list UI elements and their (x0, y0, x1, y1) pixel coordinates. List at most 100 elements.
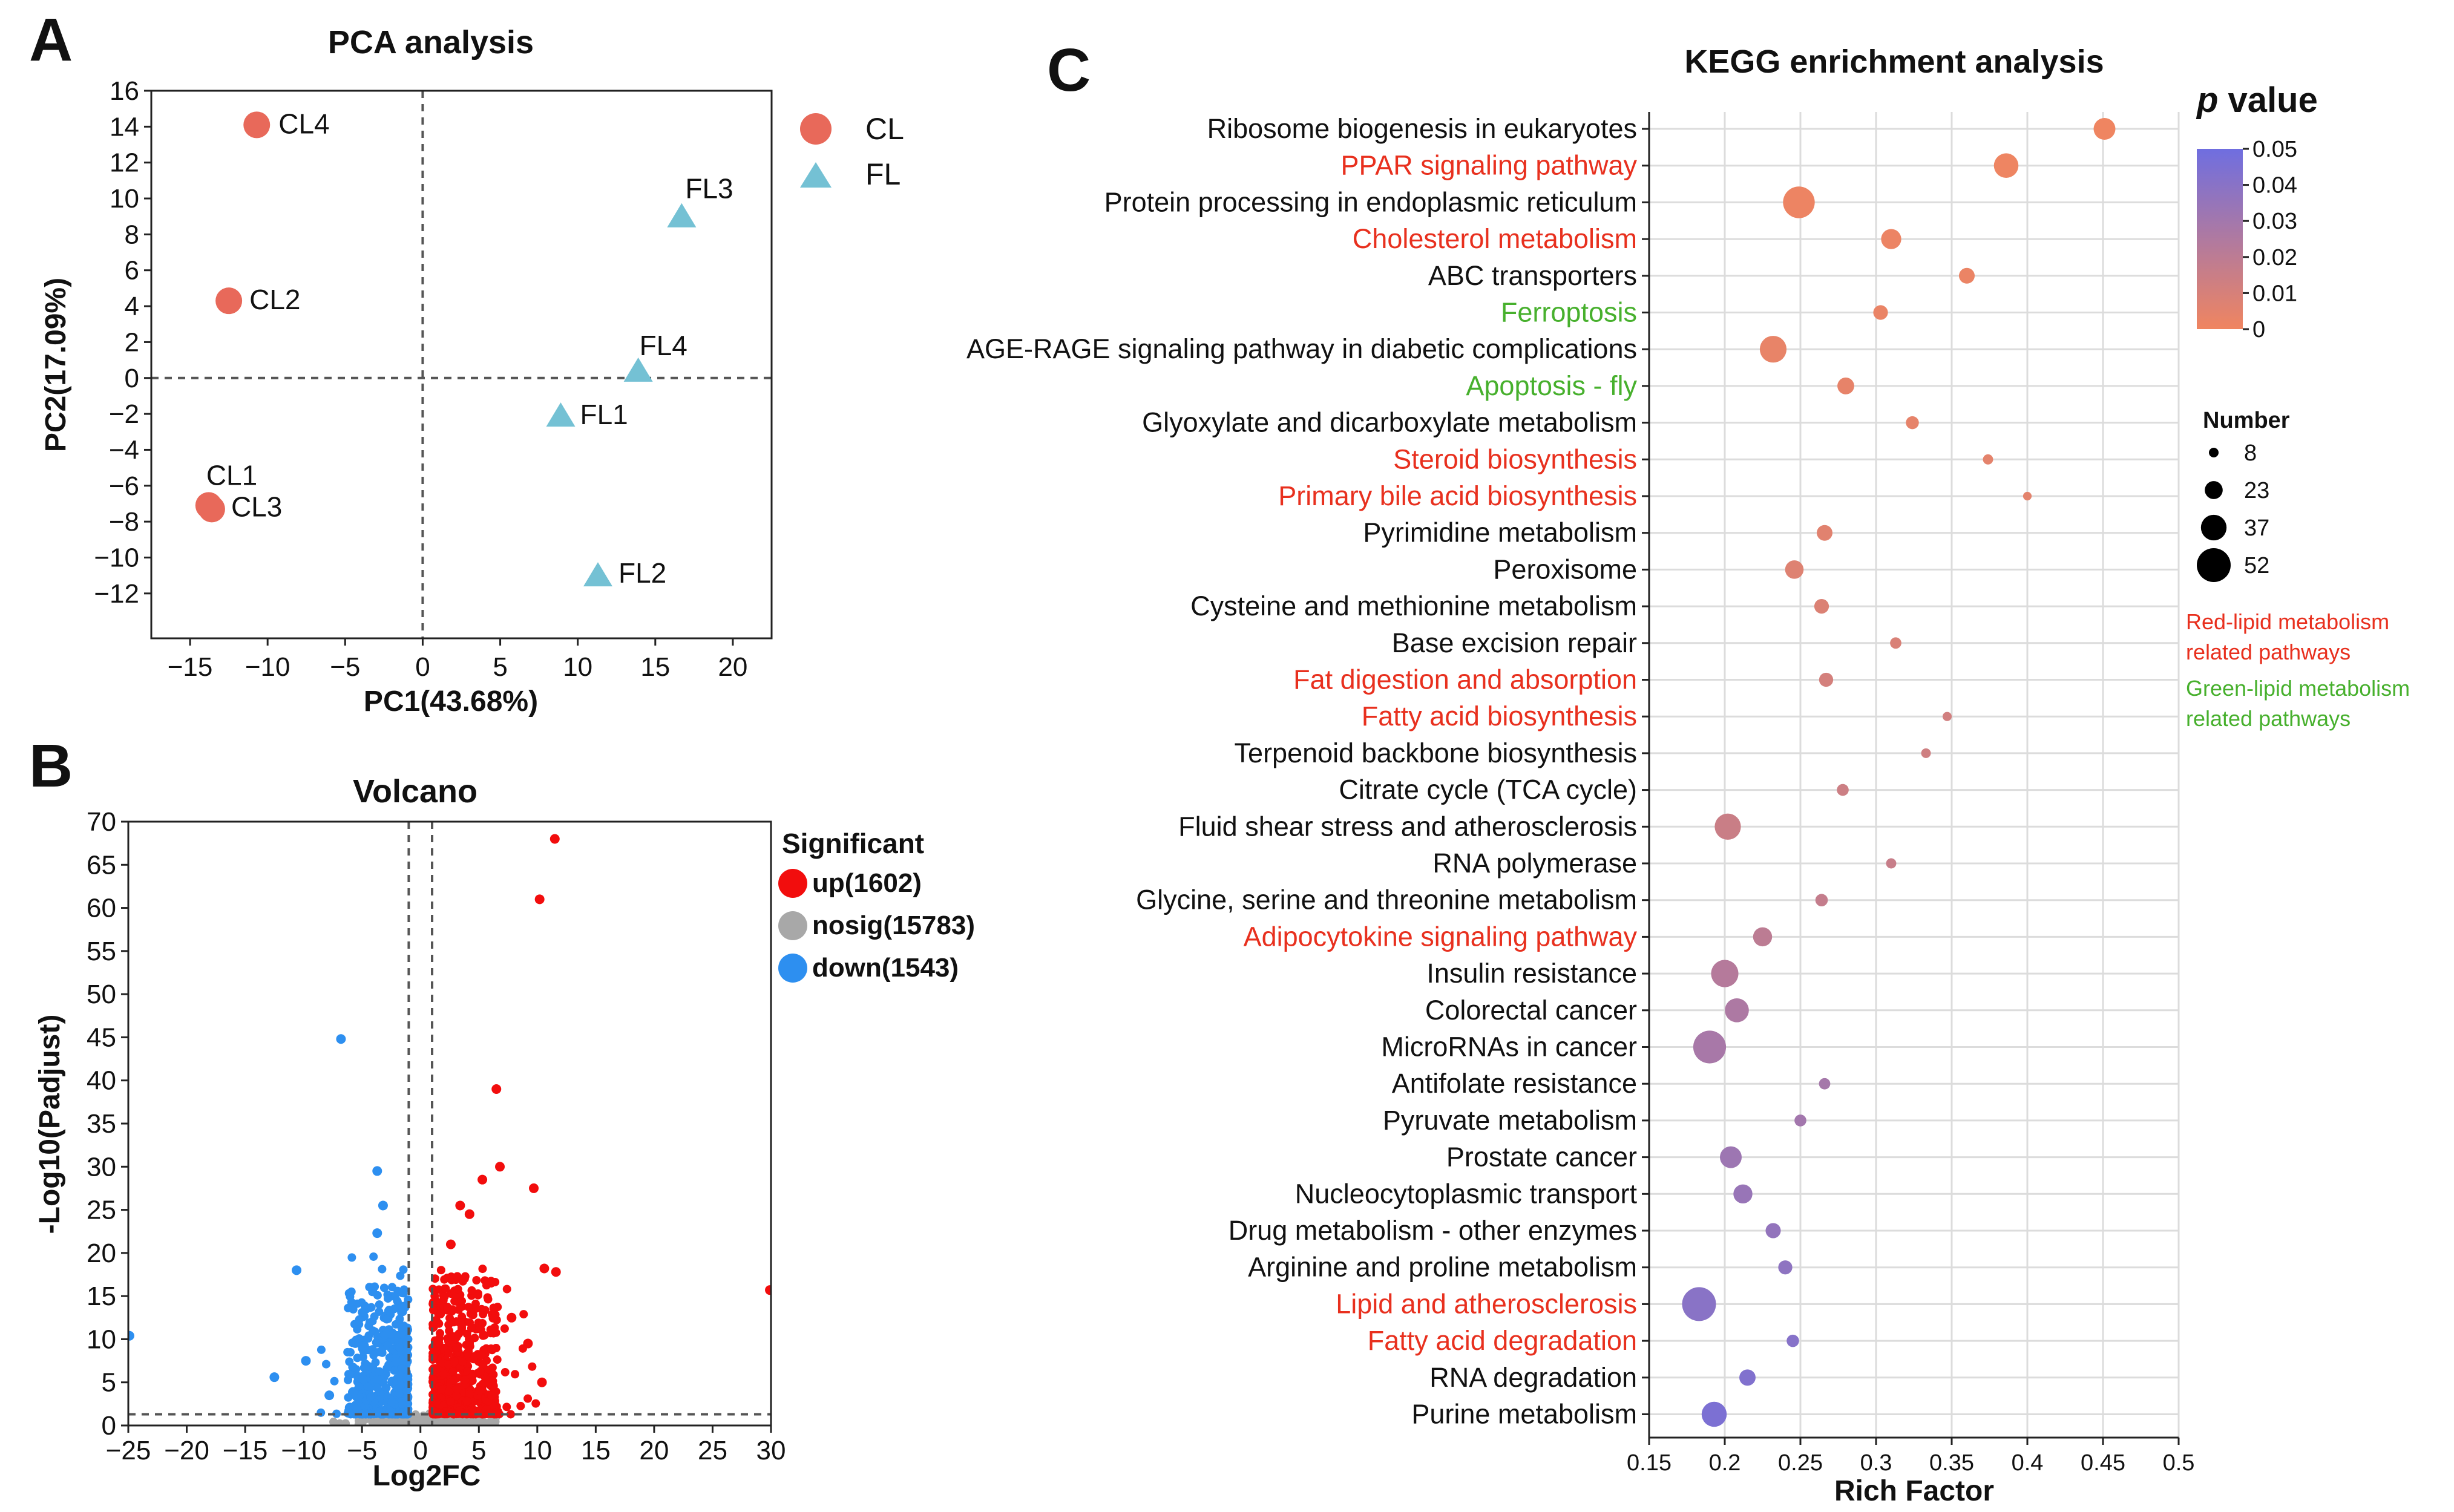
kegg-pathway-label: Prostate cancer (1446, 1142, 1637, 1173)
pvalue-tick-label: 0.05 (2252, 137, 2297, 162)
volcano-point-down (347, 1253, 356, 1262)
kegg-pathway-label: Cholesterol metabolism (1353, 223, 1637, 254)
volcano-point-up (478, 1265, 487, 1274)
volcano-point-down (324, 1390, 335, 1401)
kegg-pathway-label: Fluid shear stress and atherosclerosis (1178, 811, 1637, 842)
kegg-x-tick-label: 0.25 (1778, 1450, 1823, 1476)
pca-y-tick-label: −4 (109, 435, 139, 465)
kegg-pathway-label: Purine metabolism (1411, 1399, 1637, 1430)
volcano-point-down (371, 1358, 380, 1367)
volcano-point-down (372, 1166, 382, 1176)
volcano-point-down (349, 1387, 358, 1396)
pca-label-cl2: CL2 (249, 284, 300, 315)
volcano-x-tick-label: 30 (756, 1436, 786, 1465)
pca-frame (150, 90, 773, 640)
volcano-point-up (436, 1266, 445, 1275)
volcano-point-up (428, 1320, 438, 1329)
volcano-point-up (460, 1274, 469, 1283)
volcano-point-down (395, 1343, 404, 1352)
volcano-point-up (464, 1303, 473, 1312)
kegg-panel: C KEGG enrichment analysis Ribosome biog… (966, 36, 2410, 1507)
volcano-point-down (365, 1283, 374, 1292)
volcano-point-up (477, 1174, 488, 1185)
volcano-point-up (441, 1284, 450, 1293)
kegg-pathway-label: Drug metabolism - other enzymes (1229, 1215, 1637, 1246)
kegg-bubble (1819, 672, 1834, 687)
kegg-bubble (1783, 186, 1815, 218)
volcano-point-nosig (433, 1418, 442, 1425)
kegg-plot-area (1648, 112, 2180, 1438)
kegg-pathway-label: Pyruvate metabolism (1383, 1105, 1637, 1136)
number-legend-dot (2197, 548, 2231, 582)
volcano-point-up (429, 1376, 438, 1385)
volcano-point-down (355, 1334, 364, 1343)
volcano-point-down (397, 1308, 406, 1317)
kegg-pathway-label: MicroRNAs in cancer (1381, 1032, 1637, 1062)
volcano-point-down (398, 1399, 407, 1409)
volcano-y-tick-label: 30 (87, 1152, 116, 1182)
volcano-point-down (378, 1265, 387, 1274)
pca-y-tick-label: 8 (125, 220, 139, 249)
volcano-point-down (382, 1383, 391, 1392)
kegg-title: KEGG enrichment analysis (1684, 44, 2104, 80)
volcano-point-down (399, 1289, 408, 1298)
kegg-pathway-label: Cysteine and methionine metabolism (1190, 591, 1637, 621)
volcano-point-nosig (395, 1418, 404, 1425)
pca-x-tick-label: −15 (168, 652, 213, 682)
volcano-y-tick-label: 60 (87, 894, 116, 923)
kegg-pathway-label: Citrate cycle (TCA cycle) (1339, 774, 1637, 805)
kegg-bubble (1942, 712, 1952, 721)
number-legend-dot (2209, 448, 2219, 457)
volcano-point-up (454, 1329, 464, 1338)
pca-x-tick-label: 0 (415, 652, 430, 682)
volcano-point-up (450, 1376, 459, 1385)
pca-label-cl1: CL1 (206, 459, 257, 491)
volcano-point-up (435, 1285, 444, 1294)
kegg-bubble (1837, 377, 1854, 394)
kegg-bubble (1714, 813, 1741, 840)
kegg-category-notes: Red-lipid metabolism related pathways Gr… (2186, 609, 2410, 731)
number-legend-label: 8 (2244, 440, 2257, 466)
kegg-bubble (1759, 336, 1787, 363)
volcano-point-up (462, 1396, 471, 1406)
volcano-point-down (354, 1382, 363, 1391)
kegg-pathway-labels: Ribosome biogenesis in eukaryotes PPAR si… (966, 113, 1649, 1430)
pca-label-fl3: FL3 (685, 173, 733, 205)
volcano-point-nosig (411, 1419, 420, 1425)
volcano-point-down (395, 1315, 404, 1324)
volcano-point-down (398, 1356, 407, 1365)
kegg-bubble (1701, 1401, 1727, 1427)
volcano-point-up (445, 1239, 456, 1249)
pvalue-legend-title: p value (2196, 80, 2318, 120)
volcano-point-down (385, 1410, 394, 1419)
kegg-bubble (1682, 1287, 1716, 1321)
volcano-point-down (373, 1384, 382, 1393)
pca-x-tick-label: 5 (493, 652, 507, 682)
volcano-y-tick-label: 70 (87, 807, 116, 837)
volcano-point-up (451, 1343, 461, 1352)
volcano-y-tick-label: 25 (87, 1196, 116, 1225)
panel-b-letter: B (29, 732, 73, 800)
volcano-x-tick-label: 10 (522, 1436, 552, 1465)
kegg-pathway-label: AGE-RAGE signaling pathway in diabetic c… (966, 333, 1637, 364)
volcano-point-up (433, 1364, 442, 1373)
pca-x-tick-label: 15 (640, 652, 670, 682)
kegg-x-tick-label: 0.3 (1860, 1450, 1892, 1476)
pca-x-tick-label: 10 (563, 652, 592, 682)
volcano-point-up (511, 1370, 520, 1379)
volcano-point-down (364, 1334, 373, 1343)
pca-label-fl1: FL1 (580, 399, 628, 430)
volcano-point-down (317, 1345, 326, 1354)
pvalue-colorbar (2197, 149, 2243, 329)
volcano-point-up (475, 1386, 484, 1395)
pca-points (195, 111, 697, 587)
volcano-point-down (347, 1298, 356, 1307)
volcano-x-tick-label: 0 (413, 1436, 427, 1465)
volcano-point-down (372, 1375, 381, 1384)
kegg-pathway-label: RNA polymerase (1432, 848, 1637, 879)
volcano-x-tick-label: −5 (347, 1436, 377, 1465)
pca-y-tick-label: −10 (94, 543, 139, 572)
volcano-point-down (382, 1364, 392, 1373)
volcano-point-up (534, 894, 545, 905)
volcano-point-down (390, 1366, 399, 1375)
